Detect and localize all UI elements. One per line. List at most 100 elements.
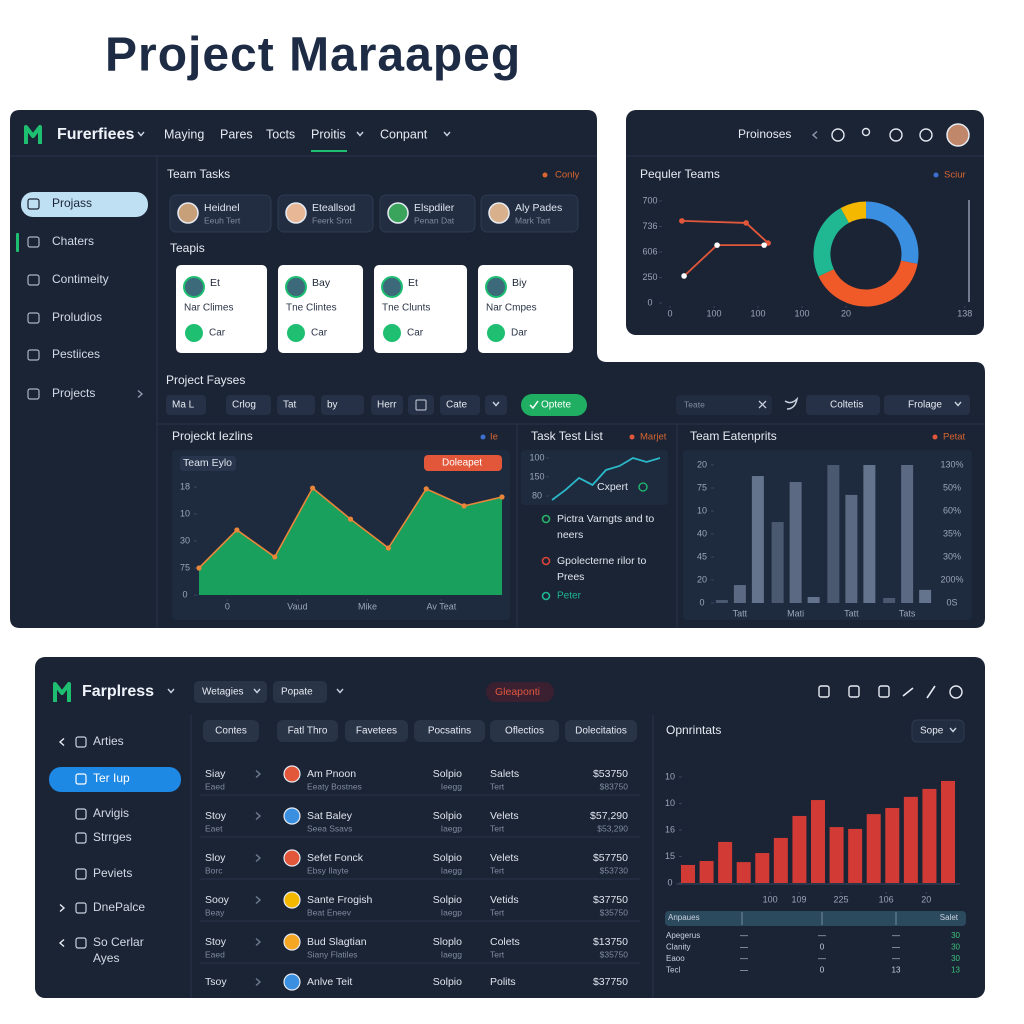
summary-cell: — (740, 931, 748, 940)
profile-avatar (946, 123, 970, 147)
y-tick-label: 700 (642, 195, 657, 205)
y-tick-label: 45 (697, 551, 707, 561)
sidebar-item[interactable]: Contimeity (52, 272, 109, 286)
sidebar-icon (27, 388, 40, 400)
legend-dot (933, 172, 939, 178)
chevron-icon (137, 131, 145, 137)
info-icon (949, 685, 963, 699)
cell-subtext: Eaet (205, 823, 223, 833)
sidebar-item[interactable]: Ter Iup (93, 771, 130, 785)
bar (941, 780, 956, 883)
cell-subtext: Seea Ssavs (307, 823, 352, 833)
sidebar-item[interactable]: So Cerlar (93, 935, 144, 949)
tab[interactable] (414, 720, 485, 742)
tab[interactable] (345, 720, 408, 742)
nav-item[interactable]: Proitis (311, 127, 346, 141)
dropdown[interactable] (273, 681, 327, 703)
filter-dropdown[interactable] (277, 395, 315, 415)
sidebar-item[interactable]: Projects (52, 386, 95, 400)
row-avatar (283, 807, 301, 825)
sidebar-icon (75, 832, 87, 844)
bar (699, 861, 714, 883)
sidebar-item[interactable]: Chaters (52, 234, 94, 248)
sidebar-icon (75, 773, 87, 785)
tab[interactable] (277, 720, 338, 742)
y-tick-label: 10 (180, 508, 190, 518)
right-axis-label: 50% (943, 482, 961, 492)
sidebar-item[interactable]: Proludios (52, 310, 102, 324)
member-role: Eeuh Tert (204, 215, 241, 225)
filter-dropdown[interactable] (166, 395, 206, 415)
chevron-icon (255, 769, 262, 779)
y-tick-label: 30 (180, 535, 190, 545)
dropdown[interactable] (911, 719, 965, 743)
sidebar-item[interactable]: Peviets (93, 866, 132, 880)
summary-cell: — (892, 931, 900, 940)
action-link[interactable]: Conly (555, 170, 580, 181)
chart-badge[interactable] (424, 455, 502, 471)
dropdown-label: Wetagies (202, 687, 244, 698)
sidebar-item[interactable]: Arties (93, 734, 124, 748)
item-status (541, 514, 551, 524)
update-button[interactable] (521, 394, 587, 416)
card-avatar (183, 276, 205, 298)
data-point (499, 494, 505, 500)
nav-item[interactable]: Pares (220, 127, 253, 141)
member-chip[interactable] (169, 194, 272, 233)
cell-subtext: Eaed (205, 781, 225, 791)
sidebar-item[interactable]: Projass (52, 196, 92, 210)
y-tick-label: 20 (697, 574, 707, 584)
sidebar-item[interactable]: Pestiices (52, 347, 100, 361)
item-status (541, 591, 551, 601)
nav-item[interactable]: Maying (164, 127, 204, 141)
member-chip[interactable] (480, 194, 579, 233)
sidebar-item[interactable]: Strrges (93, 830, 132, 844)
cell-text: Vetids (490, 894, 519, 906)
cell-subtext: Tert (490, 865, 505, 875)
action-label: Coltetis (830, 400, 863, 411)
filter-dropdown[interactable] (371, 395, 403, 415)
x-tick-label: Mati (787, 608, 804, 618)
cell-text: Tsoy (205, 976, 227, 988)
bar (736, 862, 751, 883)
sidebar-item[interactable]: Ayes (93, 951, 119, 965)
summary-cell: 30 (951, 943, 960, 952)
action-button[interactable] (806, 395, 880, 415)
filter-dropdown[interactable] (321, 395, 364, 415)
task-item: Gpolecterne rilor to (557, 555, 646, 567)
tab[interactable] (490, 720, 559, 742)
tag-icon (185, 324, 203, 342)
chart-label: Team Eylo (183, 457, 232, 469)
tab[interactable] (203, 720, 259, 742)
filter-dropdown[interactable] (226, 395, 271, 415)
summary-cell: — (818, 931, 826, 940)
bar (883, 597, 896, 603)
y-tick-label: 0 (182, 589, 187, 599)
sidebar-icon (27, 312, 40, 324)
chart-title: Pequler Teams (640, 167, 720, 181)
grid-toggle[interactable] (408, 395, 434, 415)
nav-item[interactable]: Conpant (380, 127, 428, 141)
active-indicator (16, 233, 19, 252)
tab-label: Contes (215, 726, 247, 737)
sidebar-item[interactable]: Arvigis (93, 806, 129, 820)
bar (866, 814, 881, 883)
search-box[interactable] (676, 395, 772, 415)
grid-icon (415, 399, 427, 411)
bar (789, 482, 802, 603)
sidebar-item[interactable]: DnePalce (93, 900, 145, 914)
right-axis-label: 0S (946, 597, 957, 607)
tab[interactable] (565, 720, 637, 742)
dropdown[interactable] (194, 681, 267, 703)
active-sidebar-pill (21, 192, 148, 217)
cell-text: Anlve Teit (307, 976, 352, 988)
summary-header (665, 911, 966, 926)
action-button[interactable] (884, 395, 970, 415)
bar (885, 808, 900, 883)
logo-icon (24, 125, 42, 144)
action-link[interactable]: Sciur (944, 170, 966, 181)
bar (811, 800, 825, 883)
nav-item[interactable]: Tocts (266, 127, 295, 141)
filter-dropdown[interactable] (440, 395, 480, 415)
y-tick-label: 80 (532, 490, 542, 500)
